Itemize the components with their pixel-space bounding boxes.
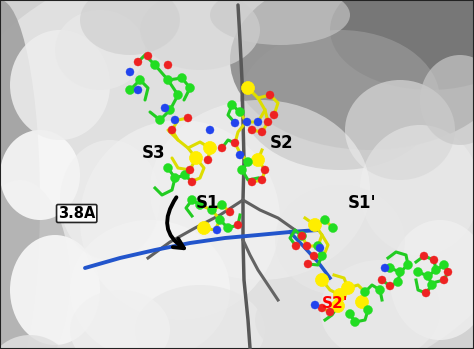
Circle shape bbox=[431, 266, 440, 275]
Circle shape bbox=[328, 223, 337, 232]
Ellipse shape bbox=[55, 10, 145, 90]
Ellipse shape bbox=[70, 290, 170, 349]
Circle shape bbox=[440, 276, 448, 284]
Circle shape bbox=[316, 244, 324, 252]
Circle shape bbox=[231, 139, 239, 147]
Circle shape bbox=[361, 288, 370, 297]
Circle shape bbox=[318, 252, 327, 260]
Circle shape bbox=[413, 267, 422, 276]
Circle shape bbox=[171, 116, 179, 124]
Ellipse shape bbox=[80, 0, 180, 55]
Text: S1: S1 bbox=[196, 194, 219, 212]
Ellipse shape bbox=[140, 0, 260, 70]
Circle shape bbox=[231, 119, 239, 127]
Ellipse shape bbox=[10, 30, 110, 140]
Circle shape bbox=[195, 200, 204, 209]
Circle shape bbox=[181, 171, 190, 179]
Circle shape bbox=[381, 264, 389, 272]
Circle shape bbox=[134, 86, 142, 94]
Circle shape bbox=[155, 116, 164, 125]
Circle shape bbox=[420, 252, 428, 260]
Circle shape bbox=[241, 82, 255, 95]
Circle shape bbox=[385, 263, 394, 273]
Circle shape bbox=[444, 268, 452, 276]
Circle shape bbox=[186, 166, 194, 174]
Circle shape bbox=[386, 282, 394, 290]
Circle shape bbox=[164, 75, 173, 84]
Circle shape bbox=[378, 276, 386, 284]
Circle shape bbox=[248, 178, 256, 186]
Circle shape bbox=[318, 304, 326, 312]
Circle shape bbox=[164, 163, 173, 172]
Circle shape bbox=[244, 157, 253, 166]
Ellipse shape bbox=[330, 0, 474, 90]
Circle shape bbox=[188, 195, 197, 205]
Circle shape bbox=[126, 68, 134, 76]
Ellipse shape bbox=[390, 220, 474, 340]
Circle shape bbox=[218, 200, 227, 209]
Circle shape bbox=[185, 83, 194, 92]
Ellipse shape bbox=[230, 0, 474, 150]
Ellipse shape bbox=[240, 30, 440, 170]
Circle shape bbox=[316, 274, 328, 287]
Circle shape bbox=[258, 176, 266, 184]
Text: S2': S2' bbox=[322, 296, 348, 311]
Circle shape bbox=[151, 60, 159, 69]
Circle shape bbox=[311, 301, 319, 309]
Ellipse shape bbox=[0, 130, 80, 220]
Circle shape bbox=[270, 111, 278, 119]
Circle shape bbox=[298, 231, 307, 240]
Circle shape bbox=[428, 281, 437, 290]
Circle shape bbox=[310, 252, 318, 260]
Ellipse shape bbox=[0, 0, 40, 349]
Circle shape bbox=[326, 308, 334, 316]
Circle shape bbox=[309, 218, 321, 231]
Circle shape bbox=[252, 154, 264, 166]
Circle shape bbox=[164, 61, 172, 69]
Text: S2: S2 bbox=[270, 134, 293, 152]
Circle shape bbox=[165, 105, 174, 114]
Circle shape bbox=[341, 282, 355, 295]
Ellipse shape bbox=[255, 280, 385, 349]
Circle shape bbox=[393, 277, 402, 287]
Circle shape bbox=[334, 289, 346, 302]
Circle shape bbox=[226, 208, 234, 216]
Circle shape bbox=[266, 91, 274, 99]
Circle shape bbox=[168, 126, 176, 134]
Circle shape bbox=[313, 242, 322, 251]
Ellipse shape bbox=[320, 260, 440, 349]
Circle shape bbox=[422, 289, 430, 297]
Circle shape bbox=[161, 104, 169, 112]
Circle shape bbox=[254, 118, 262, 126]
Circle shape bbox=[375, 285, 384, 295]
Circle shape bbox=[303, 242, 311, 250]
Circle shape bbox=[144, 52, 152, 60]
Circle shape bbox=[364, 305, 373, 314]
Circle shape bbox=[439, 260, 448, 269]
Circle shape bbox=[134, 58, 142, 66]
Circle shape bbox=[403, 260, 412, 269]
Ellipse shape bbox=[420, 55, 474, 145]
Circle shape bbox=[198, 222, 210, 235]
Text: 3.8A: 3.8A bbox=[58, 206, 95, 221]
Text: S3: S3 bbox=[142, 144, 165, 162]
Circle shape bbox=[184, 114, 192, 122]
Circle shape bbox=[228, 101, 237, 110]
Circle shape bbox=[173, 90, 182, 99]
Ellipse shape bbox=[70, 220, 230, 349]
Circle shape bbox=[261, 166, 269, 174]
Circle shape bbox=[320, 215, 329, 224]
Circle shape bbox=[423, 272, 432, 281]
Circle shape bbox=[236, 107, 245, 117]
Circle shape bbox=[430, 256, 438, 264]
Ellipse shape bbox=[345, 80, 455, 180]
Circle shape bbox=[237, 165, 246, 174]
Circle shape bbox=[213, 226, 221, 234]
Ellipse shape bbox=[10, 235, 100, 345]
Circle shape bbox=[298, 232, 306, 240]
Circle shape bbox=[304, 260, 312, 268]
Circle shape bbox=[188, 178, 196, 186]
Circle shape bbox=[234, 221, 242, 229]
Ellipse shape bbox=[0, 335, 75, 349]
